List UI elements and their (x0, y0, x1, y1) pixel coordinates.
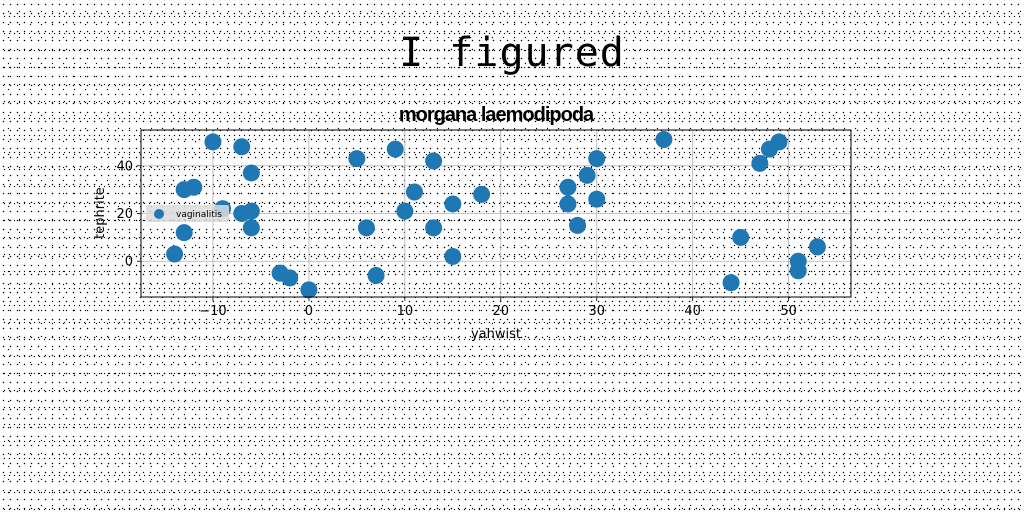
figure-suptitle: I figured (399, 30, 625, 76)
data-point (242, 219, 260, 237)
x-axis-ticks: −10 0 10 20 30 40 50 (199, 297, 797, 319)
legend-box (146, 205, 229, 222)
data-point (425, 219, 443, 237)
data-point (300, 281, 318, 299)
legend-label: vaginalitis (176, 210, 222, 220)
data-point (233, 138, 251, 156)
x-tick-label: 50 (780, 304, 797, 319)
y-tick-label: 20 (116, 207, 133, 222)
x-axis-label: yahwist (471, 327, 521, 342)
data-point (770, 133, 788, 151)
data-point (808, 238, 826, 256)
data-point (185, 178, 203, 196)
data-point (444, 247, 462, 265)
y-tick-label: 40 (116, 159, 133, 174)
x-tick-label: 40 (684, 304, 701, 319)
data-point (655, 131, 673, 149)
data-point (396, 202, 414, 220)
data-point (281, 269, 299, 287)
data-point (751, 154, 769, 172)
x-tick-label: 20 (493, 304, 510, 319)
x-tick-label: 0 (305, 304, 313, 319)
data-point (367, 267, 385, 285)
data-point (789, 262, 807, 280)
y-axis-label: tephrite (93, 187, 108, 239)
data-point (559, 178, 577, 196)
data-point (588, 190, 606, 208)
data-point (357, 219, 375, 237)
data-points (166, 131, 826, 299)
data-point (242, 202, 260, 220)
data-point (444, 195, 462, 213)
plot-frame (140, 129, 852, 298)
data-point (722, 274, 740, 292)
data-point (732, 228, 750, 246)
chart-title: morgana laemodipoda (399, 104, 595, 126)
data-point (578, 166, 596, 184)
data-point (348, 150, 366, 168)
data-point (386, 140, 404, 158)
legend: vaginalitis (146, 205, 229, 222)
data-point (166, 245, 184, 263)
data-point (473, 185, 491, 203)
x-tick-label: 10 (397, 304, 414, 319)
x-tick-label: 30 (588, 304, 605, 319)
data-point (569, 216, 587, 234)
y-axis-ticks: 0 20 40 (116, 159, 141, 270)
data-point (175, 224, 193, 242)
data-point (559, 195, 577, 213)
x-tick-label: −10 (199, 304, 226, 319)
y-tick-label: 0 (125, 255, 133, 270)
data-point (242, 164, 260, 182)
data-point (588, 150, 606, 168)
data-point (425, 152, 443, 170)
data-point (204, 133, 222, 151)
data-point (405, 183, 423, 201)
legend-marker (154, 209, 164, 219)
